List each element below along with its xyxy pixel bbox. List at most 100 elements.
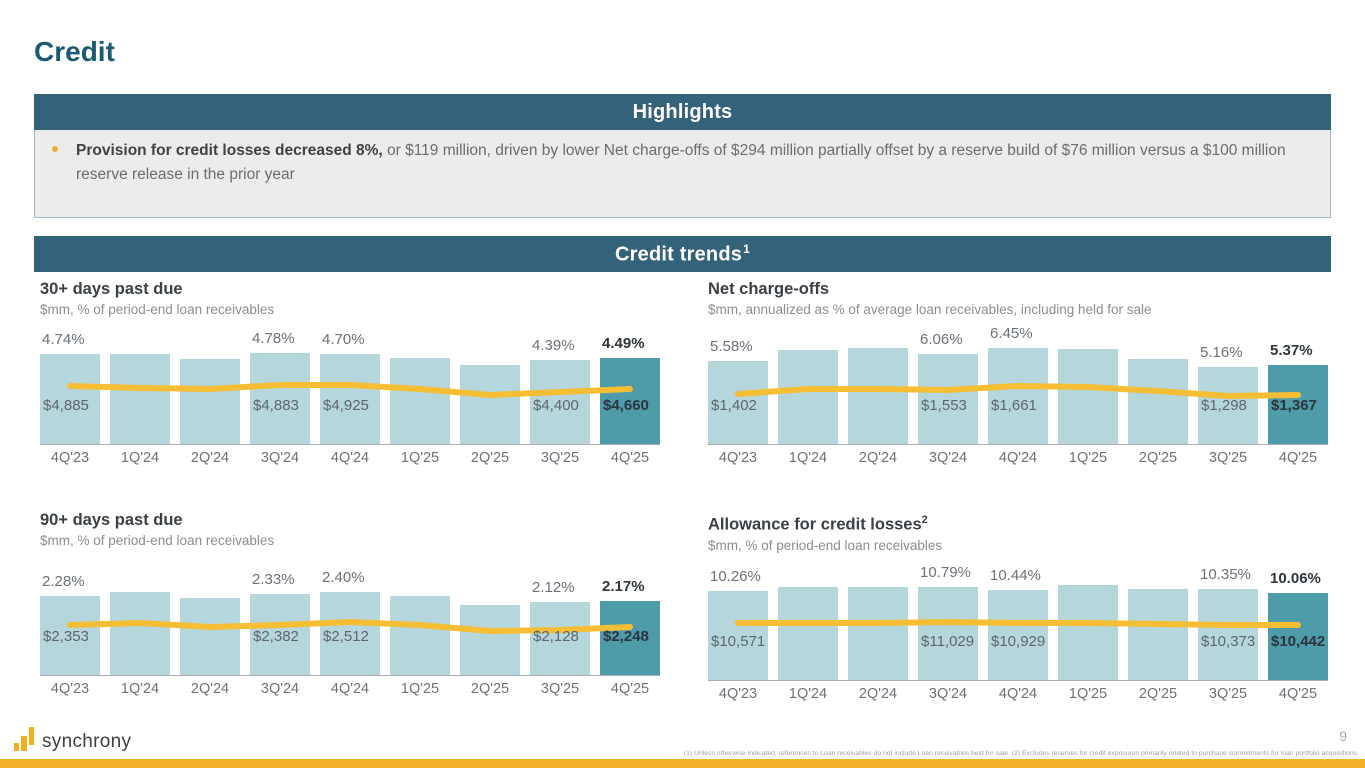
axis-label: 1Q'25 bbox=[1068, 685, 1108, 702]
credit-trends-header-label: Credit trends1 bbox=[615, 241, 750, 266]
axis-label: 3Q'24 bbox=[928, 685, 968, 702]
chart-90-plus-days-past-due: 90+ days past due $mm, % of period-end lo… bbox=[40, 511, 660, 702]
bar bbox=[180, 359, 240, 444]
pct-label: 2.12% bbox=[532, 579, 575, 596]
bar bbox=[1128, 588, 1188, 680]
pct-label: 10.35% bbox=[1200, 565, 1251, 583]
axis-label: 2Q'25 bbox=[470, 450, 510, 466]
bar-group-2Q'24 bbox=[848, 580, 908, 680]
pct-label: 2.28% bbox=[42, 573, 85, 590]
credit-trends-superscript: 1 bbox=[743, 241, 750, 256]
highlights-header: Highlights bbox=[34, 94, 1331, 130]
chart-title: 90+ days past due bbox=[40, 511, 183, 529]
pct-label: 4.78% bbox=[252, 330, 295, 347]
pct-label: 4.39% bbox=[532, 337, 575, 354]
chart-bars: 5.58% $1,402 6.06% $1,553 6.45% $1,661 5.16% $1… bbox=[708, 325, 1328, 445]
axis-label: 3Q'24 bbox=[928, 450, 968, 466]
axis-label: 2Q'25 bbox=[1138, 685, 1178, 702]
bar bbox=[390, 596, 450, 675]
chart-30-plus-days-past-due: 30+ days past due $mm, % of period-end lo… bbox=[40, 280, 660, 466]
page-title: Credit bbox=[34, 36, 115, 67]
axis-label: 2Q'24 bbox=[190, 450, 230, 466]
bar bbox=[918, 354, 978, 444]
bar bbox=[320, 354, 380, 444]
bar bbox=[708, 361, 768, 444]
chart-title: 30+ days past due bbox=[40, 280, 183, 298]
chart-net-charge-offs: Net charge-offs $mm, annualized as % of a… bbox=[708, 280, 1328, 466]
dollar-label: $10,442 bbox=[1271, 632, 1326, 650]
bar-group-3Q'24: 10.79% $11,029 bbox=[918, 564, 978, 680]
bar bbox=[778, 586, 838, 680]
axis-label: 1Q'24 bbox=[120, 681, 160, 697]
chart-plot: 5.58% $1,402 6.06% $1,553 6.45% $1,661 5.16% $1… bbox=[708, 325, 1328, 445]
charts-grid: 30+ days past due $mm, % of period-end lo… bbox=[40, 280, 1365, 702]
bar-group-2Q'25 bbox=[460, 344, 520, 444]
axis-label: 1Q'24 bbox=[788, 450, 828, 466]
chart-axis: 4Q'23 1Q'24 2Q'24 3Q'24 4Q'24 1Q'25 2Q'25 3Q'25… bbox=[40, 450, 660, 466]
bar bbox=[250, 353, 310, 444]
axis-label: 3Q'24 bbox=[260, 681, 300, 697]
bar-group-1Q'24 bbox=[110, 575, 170, 675]
bar-group-2Q'24 bbox=[848, 344, 908, 444]
bar bbox=[848, 348, 908, 444]
axis-label: 4Q'25 bbox=[610, 681, 650, 697]
bar bbox=[1198, 588, 1258, 680]
chart-axis: 4Q'23 1Q'24 2Q'24 3Q'24 4Q'24 1Q'25 2Q'25 3Q'25… bbox=[708, 686, 1328, 702]
chart-title: Allowance for credit losses2 bbox=[708, 514, 928, 534]
axis-label: 2Q'24 bbox=[858, 685, 898, 702]
axis-label: 1Q'24 bbox=[120, 450, 160, 466]
pct-label: 5.58% bbox=[710, 338, 753, 355]
bar bbox=[40, 596, 100, 675]
axis-label: 4Q'23 bbox=[50, 450, 90, 466]
chart-bars: 2.28% $2,353 2.33% $2,382 2.40% $2,512 2.12% $2… bbox=[40, 569, 660, 676]
dollar-label: $4,660 bbox=[603, 397, 649, 414]
chart-plot: 2.28% $2,353 2.33% $2,382 2.40% $2,512 2.12% $2… bbox=[40, 569, 660, 676]
bar bbox=[708, 590, 768, 680]
dollar-label: $1,553 bbox=[921, 397, 967, 414]
pct-label: 5.16% bbox=[1200, 344, 1243, 361]
chart-subtitle: $mm, % of period-end loan receivables bbox=[708, 537, 943, 553]
axis-label: 4Q'24 bbox=[998, 450, 1038, 466]
bar-group-4Q'24: 10.44% $10,929 bbox=[988, 567, 1048, 680]
chart-bars: 10.26% $10,571 10.79% $11,029 10.44% $10,929 1… bbox=[708, 564, 1328, 681]
bar-group-4Q'24: 6.45% $1,661 bbox=[988, 325, 1048, 444]
bar bbox=[110, 354, 170, 444]
bar bbox=[180, 598, 240, 675]
bar-group-1Q'25 bbox=[390, 575, 450, 675]
axis-label: 4Q'25 bbox=[1278, 450, 1318, 466]
pct-label: 2.33% bbox=[252, 571, 295, 588]
pct-label: 2.40% bbox=[322, 569, 365, 586]
bar-group-2Q'25 bbox=[460, 575, 520, 675]
dollar-label: $1,661 bbox=[991, 397, 1037, 414]
dollar-label: $10,373 bbox=[1201, 632, 1256, 650]
bar bbox=[460, 605, 520, 675]
highlights-box: Provision for credit losses decreased 8%… bbox=[34, 130, 1331, 218]
axis-label: 4Q'25 bbox=[610, 450, 650, 466]
bar bbox=[1268, 592, 1328, 680]
bar-group-4Q'25: 5.37% $1,367 bbox=[1268, 342, 1328, 444]
axis-label: 3Q'25 bbox=[1208, 685, 1248, 702]
bar bbox=[530, 360, 590, 444]
dollar-label: $1,367 bbox=[1271, 397, 1317, 414]
bar bbox=[988, 348, 1048, 444]
bar bbox=[460, 365, 520, 444]
dollar-label: $4,925 bbox=[323, 397, 369, 414]
bar-group-1Q'24 bbox=[778, 344, 838, 444]
bar-group-1Q'24 bbox=[110, 344, 170, 444]
bar-group-4Q'23: 2.28% $2,353 bbox=[40, 573, 100, 675]
synchrony-logo-icon bbox=[14, 727, 35, 754]
bar bbox=[40, 354, 100, 444]
chart-axis: 4Q'23 1Q'24 2Q'24 3Q'24 4Q'24 1Q'25 2Q'25 3Q'25… bbox=[40, 681, 660, 697]
bar-group-1Q'25 bbox=[390, 344, 450, 444]
axis-label: 4Q'23 bbox=[50, 681, 90, 697]
highlights-header-label: Highlights bbox=[632, 100, 733, 123]
highlight-bullet-text: Provision for credit losses decreased 8%… bbox=[35, 130, 1330, 187]
bar-group-1Q'25 bbox=[1058, 580, 1118, 680]
pct-label: 5.37% bbox=[1270, 342, 1313, 359]
highlight-bold-text: Provision for credit losses decreased 8%… bbox=[76, 142, 383, 159]
bar-group-2Q'25 bbox=[1128, 344, 1188, 444]
synchrony-logo: synchrony bbox=[14, 727, 131, 754]
bar-group-3Q'24: 2.33% $2,382 bbox=[250, 571, 310, 675]
chart-subtitle: $mm, % of period-end loan receivables bbox=[40, 533, 275, 548]
